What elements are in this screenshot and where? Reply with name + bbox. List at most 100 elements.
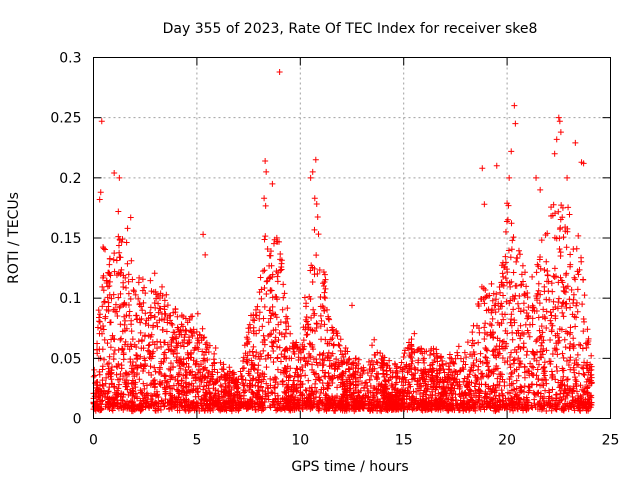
data-point bbox=[187, 349, 194, 356]
data-point bbox=[287, 330, 294, 337]
data-point bbox=[284, 368, 291, 375]
data-point bbox=[550, 306, 557, 313]
data-point bbox=[383, 386, 390, 393]
data-point bbox=[410, 388, 417, 395]
data-point bbox=[377, 387, 384, 394]
data-point bbox=[98, 406, 105, 413]
data-point bbox=[303, 357, 310, 364]
data-point bbox=[581, 371, 588, 378]
data-point bbox=[321, 271, 328, 278]
data-point bbox=[96, 382, 103, 389]
data-point bbox=[365, 393, 372, 400]
data-point bbox=[576, 266, 583, 273]
data-point bbox=[345, 401, 352, 408]
data-point bbox=[322, 285, 329, 292]
data-point bbox=[559, 407, 566, 414]
data-point bbox=[303, 313, 310, 320]
data-point bbox=[383, 399, 390, 406]
data-point bbox=[260, 315, 267, 322]
data-point bbox=[269, 389, 276, 396]
data-point bbox=[494, 381, 501, 388]
data-point bbox=[548, 204, 555, 211]
data-point bbox=[386, 357, 393, 364]
data-point bbox=[409, 349, 416, 356]
data-point bbox=[277, 319, 284, 326]
data-point bbox=[157, 366, 164, 373]
data-point bbox=[470, 322, 477, 329]
data-point bbox=[323, 392, 330, 399]
data-point bbox=[369, 365, 376, 372]
data-point bbox=[580, 276, 587, 283]
data-point bbox=[460, 366, 467, 373]
data-point bbox=[524, 399, 531, 406]
data-point bbox=[529, 273, 536, 280]
data-point bbox=[507, 353, 513, 360]
data-point bbox=[538, 339, 545, 346]
data-point bbox=[103, 374, 110, 381]
data-point bbox=[494, 335, 501, 342]
data-point bbox=[420, 369, 427, 376]
data-point bbox=[302, 316, 309, 323]
data-point bbox=[481, 398, 488, 405]
data-point bbox=[171, 329, 178, 336]
data-point bbox=[325, 398, 332, 405]
data-point bbox=[570, 296, 577, 303]
data-point bbox=[461, 349, 468, 356]
data-point bbox=[106, 283, 113, 290]
data-point bbox=[135, 295, 142, 302]
data-point bbox=[331, 372, 338, 379]
data-point bbox=[168, 343, 175, 350]
data-point bbox=[265, 396, 272, 403]
data-point bbox=[549, 386, 556, 393]
data-point bbox=[543, 325, 550, 332]
data-point bbox=[489, 306, 496, 313]
data-point bbox=[484, 357, 491, 364]
data-point bbox=[384, 362, 391, 369]
data-point bbox=[503, 266, 510, 273]
data-point bbox=[460, 395, 467, 402]
data-point bbox=[228, 391, 235, 398]
data-point bbox=[311, 226, 318, 233]
data-point bbox=[270, 359, 277, 366]
data-point bbox=[181, 404, 188, 411]
x-tick-label: 20 bbox=[498, 433, 516, 449]
data-point bbox=[220, 361, 227, 368]
data-point bbox=[534, 336, 541, 343]
data-point bbox=[416, 387, 423, 394]
data-point bbox=[562, 228, 569, 235]
data-point bbox=[251, 366, 258, 373]
data-point bbox=[483, 372, 490, 379]
data-point bbox=[552, 332, 559, 339]
data-point bbox=[245, 325, 252, 332]
data-point bbox=[432, 406, 439, 413]
data-point bbox=[136, 316, 143, 323]
data-point bbox=[150, 289, 157, 296]
data-point bbox=[510, 306, 517, 313]
data-point bbox=[355, 356, 362, 363]
data-point bbox=[332, 394, 339, 401]
data-point bbox=[266, 307, 273, 314]
data-point bbox=[552, 402, 559, 409]
data-point bbox=[577, 382, 584, 389]
data-point bbox=[286, 345, 293, 352]
data-point bbox=[508, 322, 515, 329]
data-point bbox=[197, 332, 204, 339]
data-point bbox=[559, 204, 566, 211]
data-point bbox=[321, 406, 328, 413]
data-point bbox=[538, 342, 545, 349]
data-point bbox=[516, 364, 523, 371]
data-point bbox=[510, 234, 517, 241]
data-point bbox=[513, 254, 520, 261]
data-point bbox=[266, 262, 273, 269]
data-point bbox=[446, 366, 453, 373]
data-point bbox=[168, 320, 175, 327]
data-point bbox=[492, 309, 499, 316]
data-point bbox=[484, 292, 491, 299]
data-point bbox=[567, 324, 574, 331]
data-point bbox=[573, 302, 580, 309]
data-point bbox=[268, 389, 275, 396]
data-point bbox=[478, 283, 485, 290]
data-point bbox=[503, 340, 510, 347]
data-point bbox=[139, 276, 146, 283]
data-point bbox=[157, 378, 164, 385]
